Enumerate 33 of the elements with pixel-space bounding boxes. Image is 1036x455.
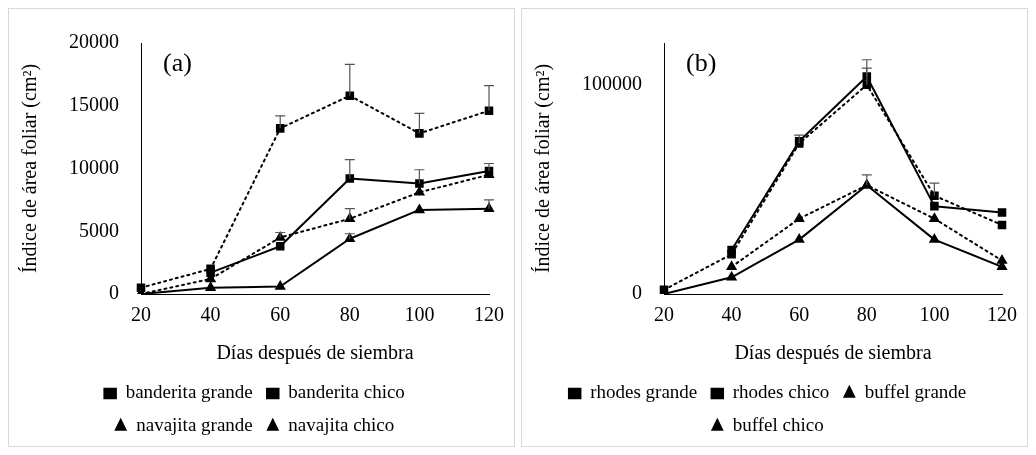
- x-tick-label: 80: [339, 303, 360, 326]
- x-tick-label: 60: [789, 303, 810, 326]
- x-tick-label: 80: [856, 303, 877, 326]
- annotation: (b): [686, 47, 717, 77]
- y-tick-label: 0: [109, 281, 119, 304]
- y-tick-label: 5000: [79, 218, 119, 241]
- x-tick-label: 120: [474, 303, 504, 326]
- legend-label: buffel chico: [732, 414, 824, 436]
- x-tick-label: 100: [404, 303, 435, 326]
- legend-label: banderita chico: [288, 381, 405, 403]
- y-axis-title: Índice de área foliar (cm²): [18, 63, 42, 274]
- legend-label: navajita chico: [288, 414, 395, 436]
- x-tick-label: 60: [270, 303, 291, 326]
- x-tick-label: 120: [987, 303, 1017, 326]
- legend-label: buffel grande: [864, 381, 967, 403]
- x-tick-label: 20: [131, 303, 151, 326]
- annotation: (a): [163, 47, 192, 77]
- y-tick-label: 20000: [69, 30, 119, 53]
- x-tick-label: 40: [721, 303, 742, 326]
- legend-label: banderita grande: [125, 381, 253, 403]
- x-tick-label: 100: [919, 303, 950, 326]
- y-tick-label: 10000: [69, 155, 119, 178]
- x-tick-label: 20: [654, 303, 674, 326]
- legend-label: rhodes chico: [732, 381, 830, 403]
- y-tick-label: 100000: [582, 72, 642, 95]
- x-axis-title: Días después de siembra: [216, 341, 414, 365]
- y-tick-label: 15000: [69, 93, 119, 115]
- y-axis-title: Índice de área foliar (cm²): [531, 63, 555, 274]
- x-axis-title: Días después de siembra: [734, 341, 932, 365]
- legend-label: rhodes grande: [590, 381, 698, 403]
- legend-label: navajita grande: [136, 414, 253, 436]
- y-tick-label: 0: [632, 281, 642, 304]
- x-tick-label: 40: [200, 303, 221, 326]
